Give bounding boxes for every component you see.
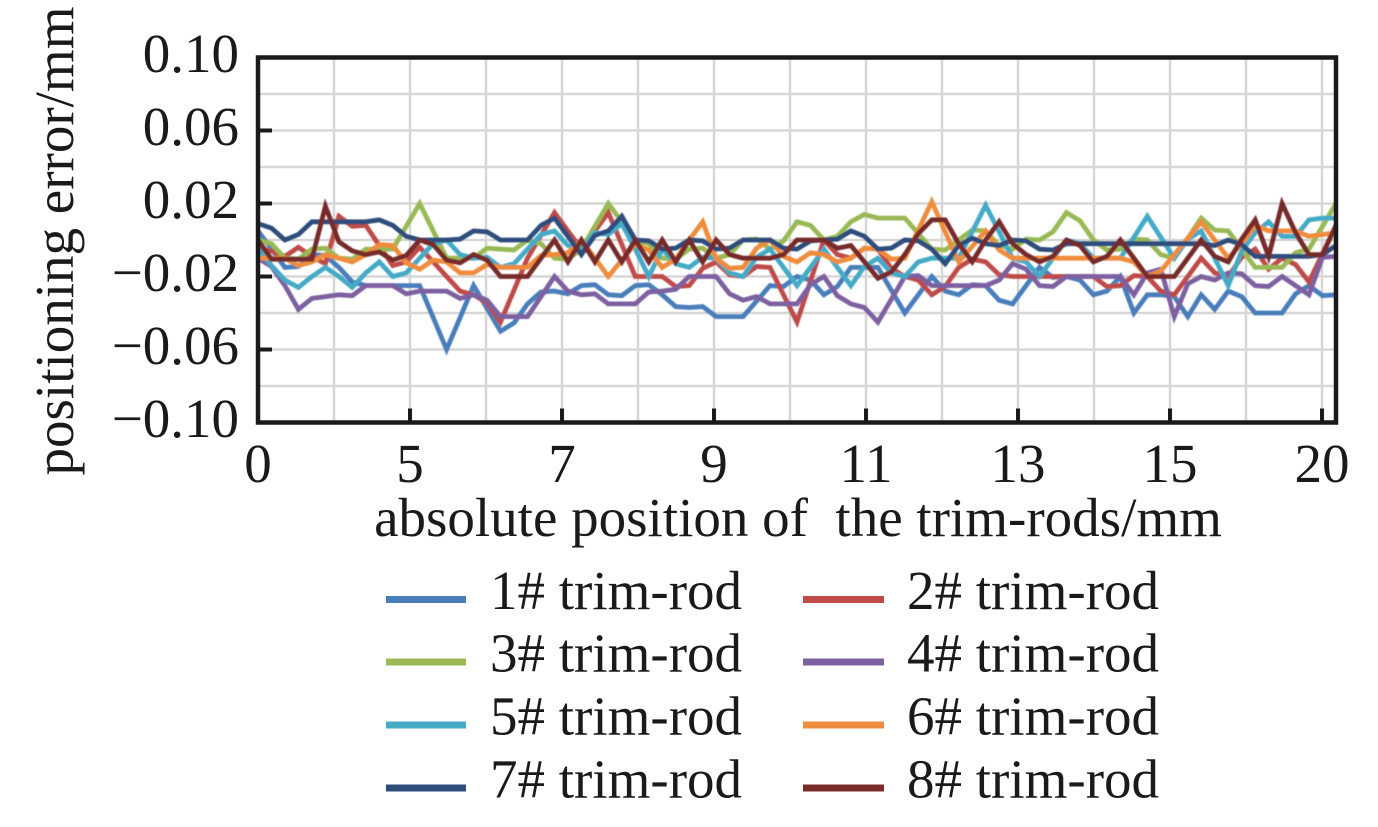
svg-text:6# trim-rod: 6# trim-rod: [907, 686, 1159, 747]
svg-text:0.02: 0.02: [143, 169, 239, 230]
svg-text:4# trim-rod: 4# trim-rod: [907, 623, 1159, 684]
svg-text:−0.02: −0.02: [112, 242, 239, 303]
svg-text:15: 15: [1143, 433, 1198, 494]
svg-text:9: 9: [700, 433, 728, 494]
svg-text:positioning error/mm: positioning error/mm: [24, 7, 85, 476]
svg-text:0.10: 0.10: [143, 23, 239, 84]
svg-text:1# trim-rod: 1# trim-rod: [490, 560, 742, 621]
svg-text:20: 20: [1295, 433, 1350, 494]
svg-text:−0.10: −0.10: [112, 388, 239, 449]
svg-text:7# trim-rod: 7# trim-rod: [490, 749, 742, 810]
svg-text:−0.06: −0.06: [112, 315, 239, 376]
svg-text:3# trim-rod: 3# trim-rod: [490, 623, 742, 684]
svg-text:13: 13: [991, 433, 1046, 494]
svg-text:5# trim-rod: 5# trim-rod: [490, 686, 742, 747]
svg-text:8# trim-rod: 8# trim-rod: [907, 749, 1159, 810]
svg-text:2# trim-rod: 2# trim-rod: [907, 560, 1159, 621]
svg-text:5: 5: [396, 433, 424, 494]
svg-text:absolute position of the trim: absolute position of the trim-rods/mm: [374, 487, 1222, 548]
svg-text:0.06: 0.06: [143, 96, 239, 157]
svg-text:0: 0: [244, 433, 272, 494]
svg-text:11: 11: [840, 433, 893, 494]
svg-text:7: 7: [548, 433, 576, 494]
